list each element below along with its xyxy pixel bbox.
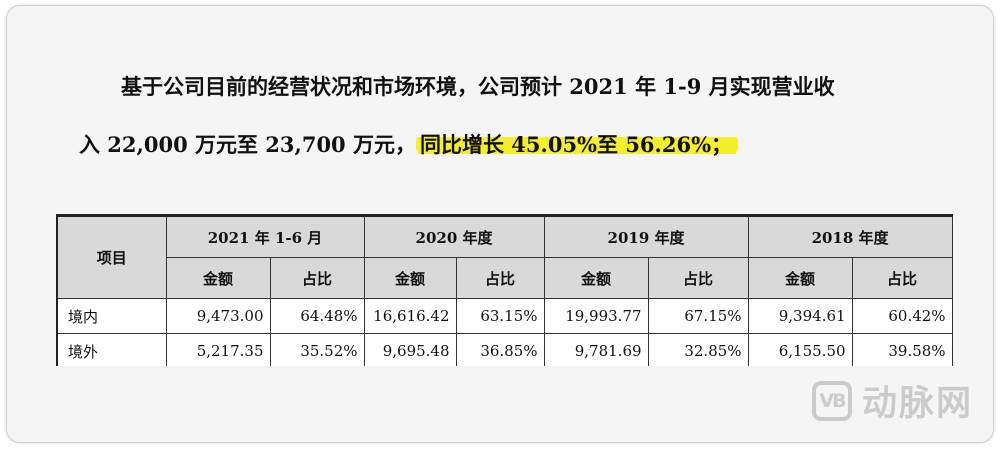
table-cell: 9,394.61 [747, 298, 853, 334]
table-cell: 32.85% [647, 333, 749, 366]
table-cell: 9,781.69 [543, 333, 649, 366]
row-label: 境外 [56, 333, 167, 366]
header-period: 2021 年 1-6 月 [165, 215, 365, 258]
paragraph-line-2: 入 22,000 万元至 23,700 万元， 同比增长 45.05%至 56.2… [79, 116, 939, 174]
table-cell: 9,695.48 [363, 333, 457, 366]
header-amount: 金额 [165, 257, 271, 299]
table-cell: 63.15% [455, 298, 545, 334]
table-cell: 16,616.42 [363, 298, 457, 334]
row-label: 境内 [56, 298, 167, 334]
header-period: 2020 年度 [363, 215, 545, 258]
table-cell: 9,473.00 [165, 298, 271, 334]
header-period: 2018 年度 [747, 215, 953, 258]
watermark-logo-icon: VB [811, 380, 852, 421]
header-amount: 金额 [543, 257, 649, 299]
table-cell: 6,155.50 [747, 333, 853, 366]
header-item: 项目 [56, 215, 167, 299]
document-card: 基于公司目前的经营状况和市场环境，公司预计 2021 年 1-9 月实现营业收 … [6, 5, 994, 443]
paragraph-line-1: 基于公司目前的经营状况和市场环境，公司预计 2021 年 1-9 月实现营业收 [121, 74, 835, 99]
highlighted-growth-text: 同比增长 45.05%至 56.26%； [415, 132, 739, 157]
header-share: 占比 [851, 257, 953, 299]
header-share: 占比 [647, 257, 749, 299]
table-cell: 5,217.35 [165, 333, 271, 366]
header-share: 占比 [269, 257, 365, 299]
table-cell: 35.52% [269, 333, 365, 366]
table-row: 境内 9,473.00 64.48% 16,616.42 63.15% 19,9… [56, 298, 953, 334]
table-cell: 67.15% [647, 298, 749, 334]
table-cell: 39.58% [851, 333, 953, 366]
header-amount: 金额 [363, 257, 457, 299]
paragraph-line-2-text: 入 22,000 万元至 23,700 万元， [79, 132, 416, 157]
watermark: VB 动脉网 [811, 375, 973, 426]
table-cell: 64.48% [269, 298, 365, 334]
header-share: 占比 [455, 257, 545, 299]
table-cell: 60.42% [851, 298, 953, 334]
header-amount: 金额 [747, 257, 853, 299]
table-cell: 19,993.77 [543, 298, 649, 334]
table-row: 境外 5,217.35 35.52% 9,695.48 36.85% 9,781… [56, 333, 953, 366]
forecast-paragraph: 基于公司目前的经营状况和市场环境，公司预计 2021 年 1-9 月实现营业收 … [79, 58, 939, 174]
watermark-text: 动脉网 [861, 384, 973, 424]
header-period: 2019 年度 [543, 215, 749, 258]
revenue-region-table: 项目 2021 年 1-6 月 2020 年度 2019 年度 2018 年度 … [56, 214, 953, 366]
table-cell: 36.85% [455, 333, 545, 366]
